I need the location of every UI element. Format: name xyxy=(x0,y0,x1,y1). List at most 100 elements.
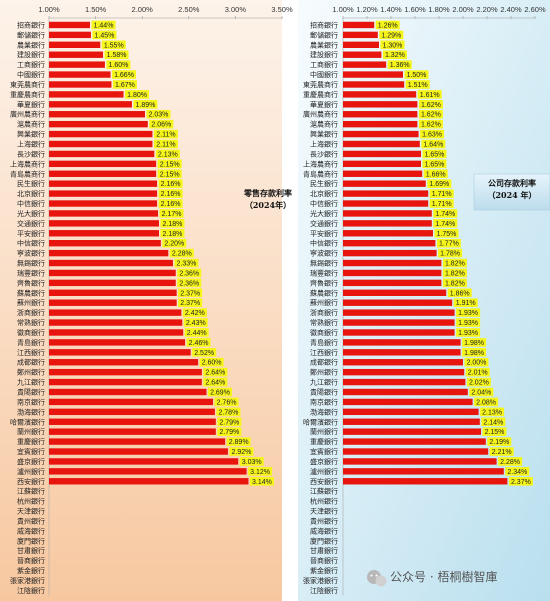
corporate-bar xyxy=(343,339,461,346)
corporate-x-tick-label: 1.20% xyxy=(356,5,378,14)
corporate-data-label-background xyxy=(469,387,494,397)
retail-data-label-background xyxy=(133,100,158,109)
corporate-category-label: 廈門銀行 xyxy=(310,536,338,545)
corporate-data-label: 1.82% xyxy=(445,261,465,268)
retail-category-label: 浙商銀行 xyxy=(17,308,45,317)
corporate-category-label: 平安銀行 xyxy=(310,229,338,238)
retail-bar xyxy=(49,249,169,257)
corporate-category-label: 浙商銀行 xyxy=(310,308,338,317)
corporate-data-label: 1.51% xyxy=(408,82,428,89)
corporate-category-label: 重慶農商行 xyxy=(303,90,338,99)
retail-category-label: 長沙銀行 xyxy=(17,149,45,158)
corporate-bar xyxy=(343,388,468,396)
retail-bar xyxy=(49,230,159,237)
retail-data-label: 1.45% xyxy=(95,32,115,39)
retail-data-label-background xyxy=(160,219,185,228)
corporate-category-label: 瀘州銀行 xyxy=(310,467,338,476)
corporate-data-label: 1.66% xyxy=(426,171,446,178)
corporate-data-label: 1.93% xyxy=(458,320,478,327)
corporate-data-label-background xyxy=(379,30,404,40)
corporate-data-label: 1.30% xyxy=(383,42,403,49)
corporate-bar xyxy=(343,458,497,465)
corporate-category-label: 建設銀行 xyxy=(310,50,338,59)
corporate-data-label-background xyxy=(480,407,505,417)
corporate-data-label: 2.21% xyxy=(492,449,512,456)
corporate-bar xyxy=(343,368,465,376)
corporate-category-label: 九江銀行 xyxy=(310,378,338,387)
corporate-category-label: 齊魯銀行 xyxy=(310,278,338,287)
retail-category-label: 貴陽銀行 xyxy=(17,388,45,397)
corporate-data-label-background xyxy=(447,288,472,298)
corporate-data-label: 1.62% xyxy=(421,102,441,109)
retail-bar xyxy=(49,359,199,366)
corporate-data-label-background xyxy=(417,90,442,99)
corporate-bar xyxy=(343,309,455,316)
retail-category-label: 中信銀行 xyxy=(17,239,45,248)
retail-category-label: 蘭州銀行 xyxy=(17,427,45,436)
corporate-bar xyxy=(343,41,379,48)
retail-data-label-background xyxy=(146,109,171,119)
wechat-icon-eye-left xyxy=(370,574,373,577)
retail-bar xyxy=(49,458,239,465)
corporate-data-label: 1.29% xyxy=(381,32,401,39)
retail-category-label: 民生銀行 xyxy=(17,179,45,188)
retail-category-label: 平安銀行 xyxy=(17,229,45,238)
corporate-data-label-background xyxy=(456,308,481,317)
corporate-data-label: 2.34% xyxy=(507,469,527,476)
corporate-data-label-background xyxy=(423,169,448,179)
retail-bar xyxy=(49,309,182,316)
retail-data-label-background xyxy=(182,308,207,317)
retail-data-label-background xyxy=(158,189,183,198)
retail-x-tick-label: 3.00% xyxy=(225,5,247,14)
retail-category-label: 青島銀行 xyxy=(17,338,45,347)
corporate-data-label: 1.93% xyxy=(458,310,478,317)
retail-category-label: 九江銀行 xyxy=(17,378,45,387)
corporate-category-label: 西安銀行 xyxy=(310,477,338,486)
corporate-bar xyxy=(343,81,405,88)
corporate-data-label-background xyxy=(380,40,405,50)
corporate-data-label: 1.69% xyxy=(429,181,449,188)
watermark-text: 公众号 · 梧桐樹智庫 xyxy=(390,569,497,584)
corporate-bar xyxy=(343,210,432,217)
corporate-data-label-background xyxy=(487,437,512,446)
retail-bar xyxy=(49,428,216,435)
corporate-category-label: 常熟銀行 xyxy=(310,318,338,327)
corporate-data-label: 1.78% xyxy=(440,251,460,258)
corporate-bar xyxy=(343,468,504,475)
corporate-bar xyxy=(343,51,382,58)
retail-category-label: 哈爾濱銀行 xyxy=(10,417,45,426)
corporate-data-label: 1.62% xyxy=(421,122,441,129)
corporate-bar xyxy=(343,289,447,296)
corporate-bar xyxy=(343,299,453,306)
retail-bar xyxy=(49,101,132,108)
corporate-category-label: 東莞農商行 xyxy=(303,80,338,89)
corporate-category-label: 青島農商行 xyxy=(303,169,338,178)
retail-data-label: 2.06% xyxy=(151,122,171,129)
corporate-category-label: 紫金銀行 xyxy=(310,566,338,575)
corporate-data-label: 2.13% xyxy=(482,409,502,416)
corporate-chart-title: 公司存款利率 xyxy=(488,178,536,188)
retail-bar xyxy=(49,448,228,455)
retail-bar xyxy=(49,378,202,386)
retail-bar xyxy=(49,269,176,277)
corporate-category-label: 招商銀行 xyxy=(310,20,338,29)
corporate-x-tick-label: 1.60% xyxy=(404,5,426,14)
retail-data-label: 1.67% xyxy=(115,82,135,89)
retail-category-label: 江陰銀行 xyxy=(17,586,45,595)
retail-category-label: 成都銀行 xyxy=(17,358,45,367)
corporate-category-label: 光大銀行 xyxy=(310,209,338,218)
corporate-bar xyxy=(343,448,489,455)
retail-data-label: 3.12% xyxy=(250,469,270,476)
retail-category-label: 渤海銀行 xyxy=(17,407,45,416)
retail-x-tick-label: 1.00% xyxy=(38,5,60,14)
retail-data-label-background xyxy=(158,179,183,188)
retail-x-tick-label: 2.50% xyxy=(178,5,200,14)
retail-bar xyxy=(49,220,159,227)
retail-category-label: 華夏銀行 xyxy=(17,100,45,109)
corporate-data-label: 1.93% xyxy=(458,330,478,337)
retail-data-label: 2.43% xyxy=(186,320,206,327)
retail-bar xyxy=(49,339,186,346)
retail-bar xyxy=(49,91,124,98)
corporate-data-label: 2.28% xyxy=(500,459,520,466)
